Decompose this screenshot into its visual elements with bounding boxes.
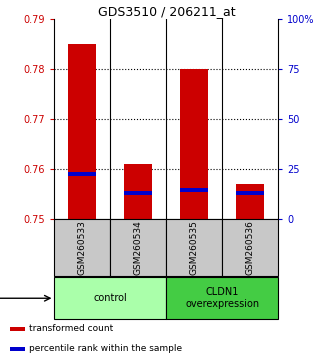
Title: GDS3510 / 206211_at: GDS3510 / 206211_at (98, 5, 235, 18)
Text: GSM260535: GSM260535 (190, 220, 199, 275)
Text: control: control (93, 293, 127, 303)
Bar (236, 192, 264, 195)
Text: CLDN1
overexpression: CLDN1 overexpression (185, 287, 260, 309)
Bar (236, 184, 264, 219)
Bar (124, 192, 152, 195)
Bar (124, 165, 152, 219)
Bar (166, 277, 278, 319)
Bar (68, 45, 96, 219)
Text: transformed count: transformed count (28, 324, 113, 333)
Bar (180, 188, 208, 192)
Text: GSM260534: GSM260534 (134, 221, 143, 275)
Text: GSM260533: GSM260533 (78, 220, 87, 275)
Bar (68, 172, 96, 176)
Text: GSM260536: GSM260536 (246, 220, 255, 275)
Bar (166, 219, 222, 276)
Bar (110, 219, 166, 276)
Bar (10, 347, 25, 351)
Text: percentile rank within the sample: percentile rank within the sample (28, 344, 182, 353)
Bar (180, 69, 208, 219)
Bar (54, 219, 110, 276)
Bar (54, 277, 166, 319)
Bar (10, 327, 25, 331)
Bar (222, 219, 278, 276)
